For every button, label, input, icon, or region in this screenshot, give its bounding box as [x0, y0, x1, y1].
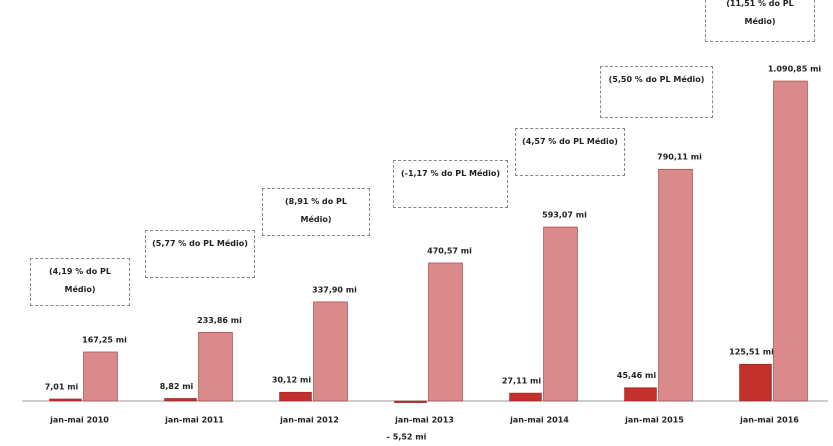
- annotation: (11,51 % do PL Médio): [705, 0, 815, 42]
- value-label: - 5,52 mi: [387, 433, 427, 442]
- annotation: (-1,17 % do PL Médio): [393, 160, 508, 208]
- bar: [739, 363, 772, 402]
- annotation: (8,91 % do PL Médio): [262, 188, 370, 236]
- bar: [198, 332, 233, 402]
- x-tick-label: jan-mai 2012: [279, 416, 339, 425]
- value-label: 167,25 mi: [82, 335, 127, 344]
- value-label: 30,12 mi: [272, 376, 311, 385]
- bar: [164, 398, 197, 402]
- value-label: 790,11 mi: [657, 153, 702, 162]
- value-label: 45,46 mi: [617, 371, 656, 380]
- x-tick-label: jan-mai 2015: [624, 416, 684, 425]
- value-label: 7,01 mi: [45, 382, 79, 391]
- bar: [773, 80, 808, 402]
- x-tick-label: jan-mai 2016: [739, 416, 799, 425]
- bar: [279, 391, 312, 402]
- bar: [509, 392, 542, 402]
- x-tick-label: jan-mai 2011: [164, 416, 224, 425]
- annotation: (5,77 % do PL Médio): [145, 230, 255, 278]
- value-label: 233,86 mi: [197, 316, 242, 325]
- value-label: 337,90 mi: [312, 285, 357, 294]
- value-label: 593,07 mi: [542, 211, 587, 220]
- annotation: (5,50 % do PL Médio): [600, 66, 713, 118]
- bar: [428, 262, 463, 402]
- x-tick-label: jan-mai 2013: [394, 416, 454, 425]
- bar: [83, 351, 118, 402]
- value-label: 27,11 mi: [502, 377, 541, 386]
- bar: [49, 398, 82, 402]
- value-label: 125,51 mi: [729, 348, 774, 357]
- annotation: (4,19 % do PL Médio): [30, 258, 130, 306]
- value-label: 470,57 mi: [427, 246, 472, 255]
- bar: [313, 301, 348, 402]
- bar: [394, 400, 427, 403]
- x-tick-label: jan-mai 2014: [509, 416, 569, 425]
- value-label: 1.090,85 mi: [768, 65, 822, 74]
- bar: [543, 226, 578, 402]
- x-tick-label: jan-mai 2010: [49, 416, 109, 425]
- value-label: 8,82 mi: [160, 382, 194, 391]
- annotation: (4,57 % do PL Médio): [515, 128, 625, 176]
- bar: [624, 387, 657, 402]
- bar: [658, 168, 693, 402]
